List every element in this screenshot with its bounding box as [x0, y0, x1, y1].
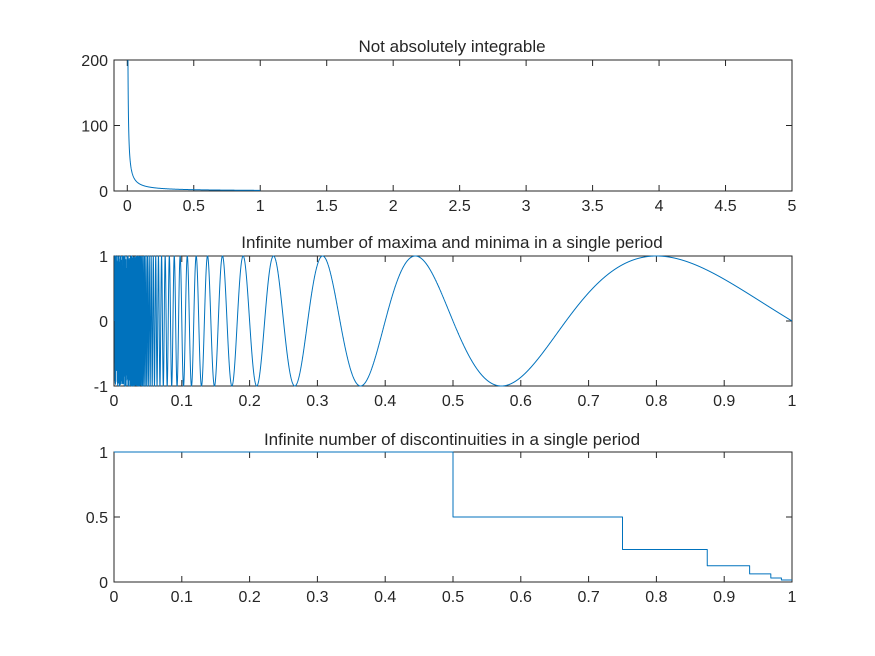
subplot-3-xtick-label: 0.7 — [577, 589, 599, 606]
subplot-2-xtick-label: 0.9 — [713, 393, 735, 410]
subplot-1-series-line — [127, 60, 261, 191]
subplot-3-ticks: 0 0.1 0.2 0.3 0.4 0.5 0.6 0.7 0.8 0.9 1 0 0.5 1 — [86, 445, 797, 606]
subplot-3-xtick-label: 0.2 — [238, 589, 260, 606]
subplot-1-ytick-label: 100 — [81, 119, 108, 136]
subplot-1-xtick-label: 2 — [389, 198, 398, 215]
subplot-1-xtick-label: 3 — [522, 198, 531, 215]
subplot-1-xtick-label: 0 — [123, 198, 132, 215]
subplot-1-ytick-label: 0 — [99, 184, 108, 201]
subplot-1-axes-box — [113, 59, 793, 192]
subplot-2-ytick-label: 0 — [99, 314, 108, 331]
subplot-1-ticks: 0 0.5 1 1.5 2 2.5 3 3.5 4 4.5 5 0 100 200 — [81, 53, 796, 215]
subplot-1-title: Not absolutely integrable — [358, 37, 545, 56]
subplot-2-xtick-label: 0 — [110, 393, 119, 410]
subplot-1-xtick-label: 1.5 — [316, 198, 338, 215]
subplot-3-xtick-label: 1 — [788, 589, 797, 606]
subplot-2-ytick-label: 1 — [99, 249, 108, 266]
subplot-1-xtick-label: 0.5 — [183, 198, 205, 215]
subplot-2-title: Infinite number of maxima and minima in … — [241, 233, 662, 252]
subplot-2-xtick-label: 1 — [788, 393, 797, 410]
subplot-2-xtick-label: 0.7 — [577, 393, 599, 410]
subplot-3-xtick-label: 0.4 — [374, 589, 396, 606]
subplot-1-xtick-label: 2.5 — [449, 198, 471, 215]
subplot-3-ytick-label: 1 — [99, 445, 108, 462]
subplot-2-xtick-label: 0.3 — [306, 393, 328, 410]
subplot-2-xtick-label: 0.4 — [374, 393, 396, 410]
subplot-2-xtick-label: 0.2 — [238, 393, 260, 410]
subplot-2-series-line — [114, 255, 793, 387]
subplot-3-xtick-label: 0.8 — [645, 589, 667, 606]
subplot-1-xtick-label: 4 — [655, 198, 664, 215]
subplot-3: Infinite number of discontinuities in a … — [86, 430, 797, 606]
subplot-1: Not absolutely integrable 0 0.5 1 1.5 2 2.5 3 3… — [81, 37, 796, 215]
subplot-2-xtick-label: 0.6 — [510, 393, 532, 410]
subplot-1-xtick-label: 5 — [788, 198, 797, 215]
subplot-2-xtick-label: 0.1 — [171, 393, 193, 410]
subplot-3-series-line — [114, 451, 792, 581]
subplot-3-xtick-label: 0.3 — [306, 589, 328, 606]
subplot-3-xtick-label: 0.5 — [442, 589, 464, 606]
subplot-3-ytick-label: 0.5 — [86, 510, 108, 527]
subplot-3-xtick-label: 0 — [110, 589, 119, 606]
subplot-3-xtick-label: 0.1 — [171, 589, 193, 606]
subplot-3-ytick-label: 0 — [99, 575, 108, 592]
subplot-1-xtick-label: 3.5 — [581, 198, 603, 215]
subplot-2-xtick-label: 0.8 — [645, 393, 667, 410]
subplot-1-xtick-label: 4.5 — [714, 198, 736, 215]
subplot-2-ytick-label: -1 — [94, 379, 108, 396]
subplot-3-xtick-label: 0.9 — [713, 589, 735, 606]
subplot-2-ticks: 0 0.1 0.2 0.3 0.4 0.5 0.6 0.7 0.8 0.9 1-101 — [94, 249, 797, 410]
subplot-2-xtick-label: 0.5 — [442, 393, 464, 410]
subplot-1-xtick-label: 1 — [256, 198, 265, 215]
subplot-3-xtick-label: 0.6 — [510, 589, 532, 606]
subplot-2: Infinite number of maxima and minima in … — [94, 233, 797, 410]
subplot-3-title: Infinite number of discontinuities in a … — [264, 430, 640, 449]
subplot-1-ytick-label: 200 — [81, 53, 108, 70]
